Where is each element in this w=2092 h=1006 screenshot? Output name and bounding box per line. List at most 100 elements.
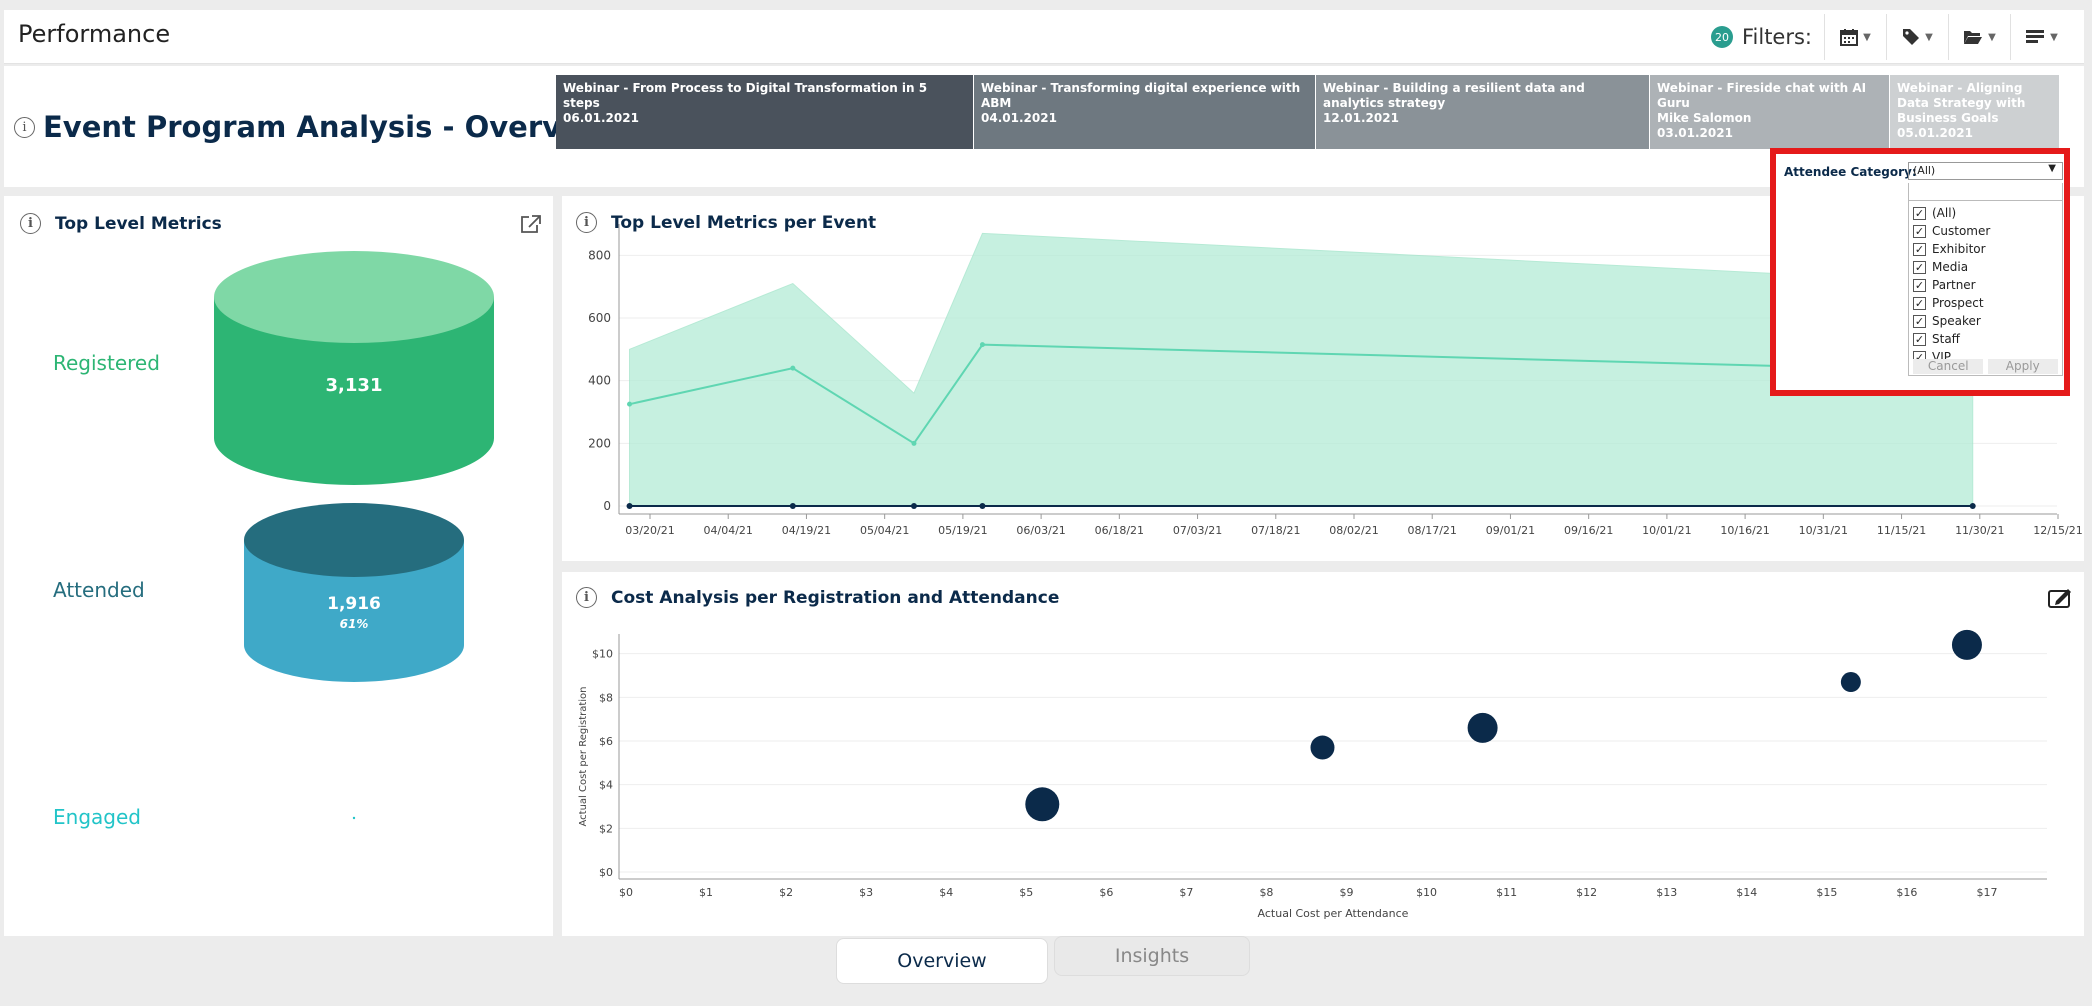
- timeline-event[interactable]: Webinar - Fireside chat with AI Guru Mike…: [1649, 75, 1889, 149]
- checkbox-checked-icon[interactable]: ✓: [1913, 206, 1926, 220]
- attended-value: 1,916: [327, 594, 381, 614]
- baseline-point: [1969, 503, 1976, 509]
- x-tick-label: 05/19/21: [938, 524, 987, 537]
- top-bar: Performance 20 Filters: ▼ ▼ ▼ ▼: [4, 10, 2084, 64]
- checkbox-checked-icon[interactable]: ✓: [1913, 260, 1926, 274]
- calendar-icon: [1840, 29, 1859, 46]
- x-tick-label: 09/16/21: [1564, 524, 1613, 537]
- attendee-option[interactable]: ✓ Media: [1909, 258, 2062, 276]
- x-tick-label: 10/31/21: [1799, 524, 1848, 537]
- tab-insights[interactable]: Insights: [1054, 936, 1250, 976]
- checkbox-checked-icon[interactable]: ✓: [1913, 332, 1926, 346]
- scatter-point[interactable]: [1310, 735, 1335, 760]
- info-icon[interactable]: i: [576, 587, 597, 608]
- registered-value: 3,131: [326, 375, 383, 396]
- attendee-option-label: Staff: [1932, 332, 1960, 346]
- x-tick-label: $3: [859, 886, 873, 899]
- timeline-event[interactable]: Webinar - From Process to Digital Transf…: [556, 75, 973, 149]
- app-title: Performance: [18, 20, 171, 48]
- list-filter-button[interactable]: ▼: [2010, 14, 2072, 60]
- tab-overview[interactable]: Overview: [836, 938, 1048, 984]
- attendee-option-label: (All): [1932, 206, 1957, 220]
- chevron-down-icon: ▼: [2050, 31, 2058, 43]
- y-axis-label: Actual Cost per Registration: [578, 686, 589, 826]
- timeline-event-title: Webinar - Fireside chat with AI Guru: [1657, 81, 1867, 110]
- attendee-option[interactable]: ✓ Exhibitor: [1909, 240, 2062, 258]
- list-icon: [2026, 30, 2045, 43]
- attendee-option[interactable]: ✓ Prospect: [1909, 294, 2062, 312]
- checkbox-checked-icon[interactable]: ✓: [1913, 314, 1926, 328]
- checkbox-checked-icon[interactable]: ✓: [1913, 278, 1926, 292]
- baseline-point: [910, 503, 917, 509]
- attendee-option[interactable]: ✓ Partner: [1909, 276, 2062, 294]
- line-point: [911, 440, 917, 446]
- info-icon[interactable]: i: [20, 213, 41, 234]
- timeline-event-date: 12.01.2021: [1323, 111, 1399, 125]
- engaged-cylinder: [352, 816, 356, 820]
- external-link-icon[interactable]: [520, 214, 542, 234]
- attendee-category-selected: (All): [1913, 164, 1936, 177]
- edit-icon[interactable]: [2048, 588, 2072, 608]
- x-tick-label: $11: [1496, 886, 1517, 899]
- info-icon[interactable]: i: [14, 116, 35, 138]
- x-tick-label: $4: [939, 886, 953, 899]
- info-icon[interactable]: i: [576, 212, 597, 233]
- x-tick-label: $17: [1976, 886, 1997, 899]
- x-tick-label: $9: [1340, 886, 1354, 899]
- scatter-point[interactable]: [1467, 712, 1498, 743]
- scatter-point[interactable]: [1025, 787, 1060, 822]
- timeline-event-title: Webinar - Aligning Data Strategy with Bu…: [1897, 81, 2026, 125]
- folder-icon: [1964, 31, 1983, 44]
- timeline-event-title: Webinar - Transforming digital experienc…: [981, 81, 1301, 110]
- y-tick-label: $4: [599, 779, 613, 792]
- chevron-down-icon: ▼: [2048, 163, 2056, 174]
- checkbox-checked-icon[interactable]: ✓: [1913, 296, 1926, 310]
- attendee-category-select[interactable]: (All) ▼: [1908, 162, 2063, 180]
- attendee-option[interactable]: ✓ Staff: [1909, 330, 2062, 348]
- scatter-point[interactable]: [1840, 672, 1861, 693]
- filters-label: Filters:: [1741, 25, 1812, 49]
- timeline-event[interactable]: Webinar - Building a resilient data and …: [1315, 75, 1649, 149]
- x-tick-label: $13: [1656, 886, 1677, 899]
- x-tick-label: 06/18/21: [1095, 524, 1144, 537]
- scatter-point[interactable]: [1951, 629, 1982, 660]
- attendee-category-options: ✓ (All) ✓ Customer ✓ Exhibitor ✓ Media ✓ Partner ✓…: [1908, 201, 2063, 376]
- x-tick-label: $5: [1019, 886, 1033, 899]
- x-tick-label: $14: [1736, 886, 1757, 899]
- chevron-down-icon: ▼: [1925, 31, 1933, 43]
- x-tick-label: 10/01/21: [1642, 524, 1691, 537]
- metrics-per-event-title: Top Level Metrics per Event: [611, 212, 877, 233]
- x-tick-label: 10/16/21: [1720, 524, 1769, 537]
- attendee-option[interactable]: ✓ Customer: [1909, 222, 2062, 240]
- attendee-option[interactable]: ✓ (All): [1909, 204, 2062, 222]
- apply-button[interactable]: Apply: [1987, 359, 2058, 374]
- tag-filter-button[interactable]: ▼: [1886, 14, 1948, 60]
- y-tick-label: 200: [588, 436, 611, 450]
- checkbox-checked-icon[interactable]: ✓: [1913, 242, 1926, 256]
- x-tick-label: 04/04/21: [704, 524, 753, 537]
- timeline-event-date: 06.01.2021: [563, 111, 639, 125]
- x-tick-label: 06/03/21: [1016, 524, 1065, 537]
- timeline-event[interactable]: Webinar - Transforming digital experienc…: [973, 75, 1315, 149]
- timeline-event-date: 03.01.2021: [1657, 126, 1733, 140]
- area-series: [629, 232, 1974, 507]
- folder-filter-button[interactable]: ▼: [1948, 14, 2010, 60]
- line-point: [979, 342, 985, 348]
- timeline-event[interactable]: Webinar - Aligning Data Strategy with Bu…: [1889, 75, 2059, 149]
- attendee-option[interactable]: ✓ Speaker: [1909, 312, 2062, 330]
- x-tick-label: $2: [779, 886, 793, 899]
- cancel-button[interactable]: Cancel: [1913, 359, 1984, 374]
- top-level-metrics-title: Top Level Metrics: [55, 213, 222, 234]
- line-point: [627, 401, 633, 407]
- attendee-option-label: Speaker: [1932, 314, 1981, 328]
- x-tick-label: 04/19/21: [782, 524, 831, 537]
- date-filter-button[interactable]: ▼: [1824, 14, 1886, 60]
- attendee-category-search-input[interactable]: [1908, 183, 2063, 201]
- header-panel: i Event Program Analysis - Overview Webi…: [4, 66, 2084, 187]
- checkbox-checked-icon[interactable]: ✓: [1913, 224, 1926, 238]
- baseline-point: [789, 503, 796, 509]
- top-level-metrics-panel: i Top Level Metrics Registered Attended …: [4, 196, 553, 936]
- metric-cylinders: 3,131 1,916 61%: [214, 251, 494, 820]
- dashboard-tabs: Overview Insights: [836, 936, 1250, 984]
- attended-label: Attended: [53, 578, 145, 602]
